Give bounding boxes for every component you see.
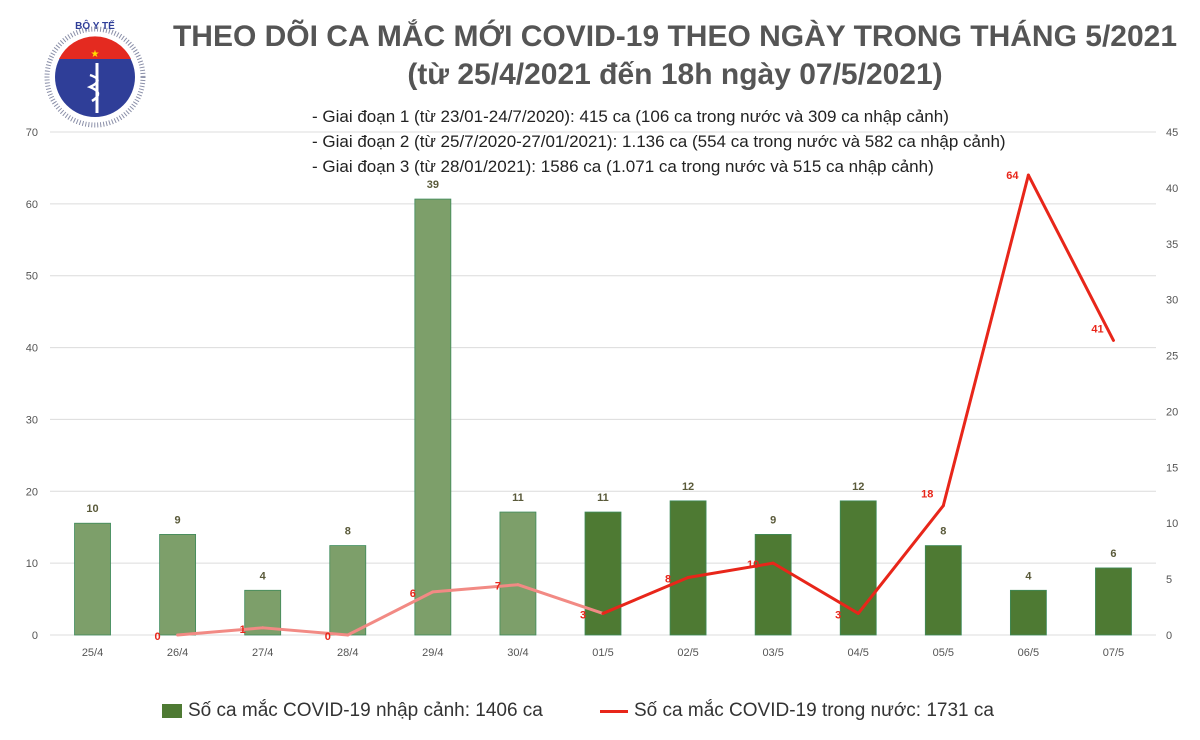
line-data-label: 8 [665,574,671,586]
right-tick-label: 10 [1166,518,1178,530]
bar [1009,589,1047,636]
line-data-label: 1 [240,624,246,636]
bar [74,522,111,636]
ministry-of-health-logo: ★ BỘ Y TẾ [44,19,146,128]
line-segment [601,576,690,615]
bar [584,511,622,636]
bar [499,511,537,636]
right-tick-label: 0 [1166,630,1172,642]
line-segment [686,561,775,580]
bar [329,545,367,636]
x-tick-label: 27/4 [252,647,273,659]
legend-bar-label: Số ca mắc COVID-19 nhập cảnh: 1406 ca [188,700,543,721]
left-tick-label: 60 [26,199,38,211]
x-tick-label: 07/5 [1103,647,1124,659]
line-segment [771,561,860,615]
line-segment [516,583,605,615]
x-tick-label: 04/5 [848,647,869,659]
line-segment [1026,173,1115,342]
line-segment [261,626,350,637]
line-segment [176,626,265,637]
bar-data-label: 4 [260,570,267,582]
annotation-2: - Giai đoạn 2 (từ 25/7/2020-27/01/2021):… [312,132,1006,151]
x-tick-label: 26/4 [167,647,188,659]
right-tick-label: 35 [1166,239,1178,251]
annotation-3: - Giai đoạn 3 (từ 28/01/2021): 1586 ca (… [312,157,934,176]
left-tick-label: 50 [26,271,38,283]
line-data-label: 41 [1091,323,1103,335]
line-segment [941,173,1030,508]
line-segment [856,504,945,615]
line-data-label: 7 [495,581,501,593]
line-segment [431,583,520,594]
right-tick-label: 15 [1166,462,1178,474]
left-tick-label: 0 [32,630,38,642]
right-tick-label: 5 [1166,574,1172,586]
bar-data-label: 6 [1110,548,1116,560]
x-tick-label: 01/5 [592,647,613,659]
right-tick-label: 30 [1166,295,1178,307]
bar-data-label: 8 [345,526,351,538]
bar-data-label: 11 [597,492,609,504]
chart-subtitle: (từ 25/4/2021 đến 18h ngày 07/5/2021) [407,58,943,91]
bar-data-label: 4 [1025,570,1032,582]
bar [414,198,452,636]
legend-line-label: Số ca mắc COVID-19 trong nước: 1731 ca [634,700,994,721]
line-data-label: 10 [747,559,759,571]
left-tick-label: 30 [26,414,38,426]
x-tick-label: 05/5 [933,647,954,659]
bar-data-label: 39 [427,179,439,191]
line-data-label: 3 [835,609,841,621]
left-tick-label: 10 [26,558,38,570]
x-tick-label: 28/4 [337,647,358,659]
legend-bar: Số ca mắc COVID-19 nhập cảnh: 1406 ca [162,700,543,722]
bar-data-label: 9 [175,514,181,526]
x-tick-label: 29/4 [422,647,443,659]
bar-data-label: 8 [940,526,946,538]
line-data-label: 0 [155,631,161,643]
bar [669,500,707,636]
x-tick-label: 25/4 [82,647,103,659]
line-data-label: 3 [580,609,586,621]
x-tick-label: 03/5 [762,647,783,659]
right-tick-label: 25 [1166,351,1178,363]
bar [924,545,962,636]
bar-data-label: 9 [770,514,776,526]
bar [159,534,197,636]
left-tick-label: 20 [26,486,38,498]
bar [754,534,792,636]
line-data-label: 6 [410,588,416,600]
line-segment [346,590,435,637]
bar-data-label: 12 [852,481,864,493]
chart-title: THEO DÕI CA MẮC MỚI COVID-19 THEO NGÀY T… [172,20,1178,53]
left-tick-label: 40 [26,343,38,355]
bar-data-label: 10 [86,503,98,515]
logo-text: BỘ Y TẾ [75,19,115,32]
annotations: - Giai đoạn 1 (từ 23/01-24/7/2020): 415 … [312,104,1006,179]
right-tick-label: 20 [1166,406,1178,418]
line-data-label: 18 [921,489,933,501]
right-tick-label: 45 [1166,127,1178,139]
annotation-1: - Giai đoạn 1 (từ 23/01-24/7/2020): 415 … [312,107,949,126]
bar-data-label: 12 [682,481,694,493]
x-tick-label: 06/5 [1018,647,1039,659]
svg-text:★: ★ [91,49,100,60]
bar [1095,567,1132,636]
line-data-label: 0 [325,631,331,643]
x-tick-label: 02/5 [677,647,698,659]
legend-bar-swatch [162,704,182,718]
left-tick-label: 70 [26,127,38,139]
bar-data-label: 11 [512,492,524,504]
legend-line: Số ca mắc COVID-19 trong nước: 1731 ca [600,700,994,722]
line-data-label: 64 [1006,170,1019,182]
right-tick-label: 40 [1166,183,1178,195]
x-tick-label: 30/4 [507,647,528,659]
legend-line-swatch [600,709,628,713]
